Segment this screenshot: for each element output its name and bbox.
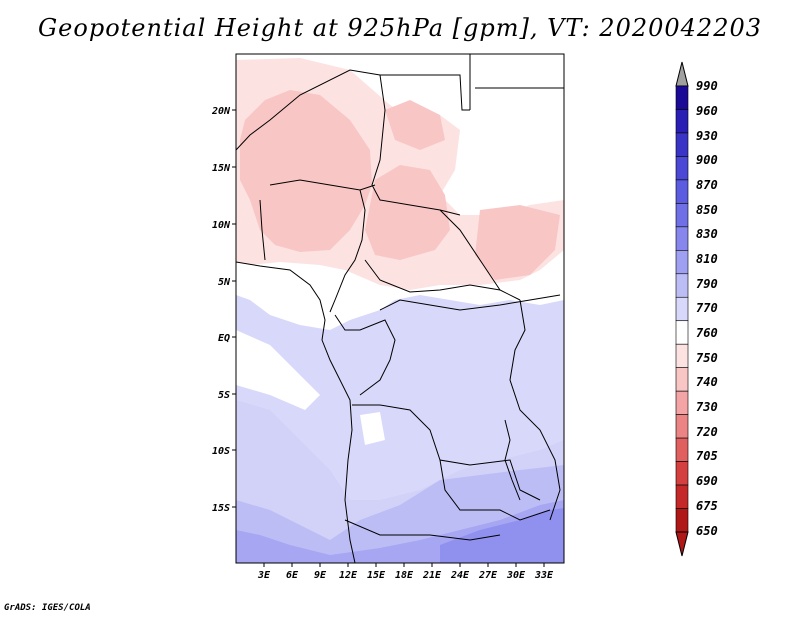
colorbar-box (675, 367, 689, 392)
lon-label: 6E (286, 570, 299, 581)
colorbar-label: 790 (696, 277, 718, 291)
colorbar: 990 960 930 900 870 850 830 810 790 770 … (675, 61, 718, 557)
colorbar-box (675, 484, 689, 509)
colorbar-box (675, 508, 689, 533)
colorbar-label: 690 (696, 474, 718, 488)
colorbar-label: 720 (696, 425, 718, 439)
contour-740-750-chad (365, 165, 450, 260)
border-chad-sudan (371, 74, 461, 216)
lat-label: 10N (212, 220, 231, 231)
border-zambia (439, 459, 551, 521)
lon-label: 27E (478, 570, 498, 581)
colorbar-box (675, 179, 689, 204)
colorbar-box (675, 250, 689, 275)
colorbar-bottom-arrow (675, 531, 689, 557)
colorbar-label: 990 (696, 79, 718, 93)
border-mali-niger (236, 69, 381, 151)
colorbar-box (675, 296, 689, 322)
colorbar-labels: 990 960 930 900 870 850 830 810 790 770 … (696, 79, 718, 538)
lat-label: 5N (218, 277, 231, 288)
border-nigeria-cameroon (329, 189, 366, 313)
colorbar-label: 750 (696, 351, 718, 365)
country-borders (236, 54, 564, 563)
coastline (236, 261, 356, 563)
border-drc-north (379, 294, 561, 311)
colorbar-top-arrow (675, 61, 689, 87)
lat-label: 20N (211, 106, 231, 117)
lon-label: 15E (367, 570, 386, 581)
border-misc-1 (259, 199, 266, 261)
contour-760-770-coast (236, 330, 320, 410)
colorbar-label: 760 (696, 326, 718, 340)
border-angola-south (344, 519, 501, 541)
colorbar-box (675, 273, 689, 298)
colorbar-box (675, 132, 689, 157)
lon-label: 18E (395, 570, 414, 581)
colorbar-box (675, 390, 689, 415)
lon-label: 33E (534, 570, 554, 581)
colorbar-box (675, 156, 689, 181)
colorbar-label: 960 (696, 104, 718, 118)
lon-label: 12E (339, 570, 358, 581)
colorbar-label: 705 (696, 449, 718, 463)
colorbar-box (675, 85, 689, 110)
colorbar-label: 730 (696, 400, 718, 414)
lon-label: 3E (257, 570, 271, 581)
lon-label: 9E (314, 570, 327, 581)
grads-credit: GrADS: IGES/COLA (4, 603, 91, 613)
lat-label: 10S (212, 446, 230, 457)
colorbar-box (675, 461, 689, 486)
contour-830-850 (440, 508, 564, 563)
colorbar-box (675, 343, 689, 368)
colorbar-label: 650 (696, 524, 718, 538)
contour-750-760-ne (475, 205, 560, 280)
border-libya-sudan (380, 74, 470, 111)
colorbar-label: 810 (696, 252, 718, 266)
colorbar-box (675, 226, 689, 251)
lon-label: 30E (506, 570, 526, 581)
colorbar-box (675, 437, 689, 462)
border-niger-nigeria (269, 179, 376, 191)
lat-label: 5S (218, 390, 230, 401)
colorbar-label: 870 (696, 178, 718, 192)
lon-label: 24E (450, 570, 470, 581)
border-car (364, 259, 501, 293)
colorbar-label: 850 (696, 203, 718, 217)
border-congo (334, 314, 396, 396)
colorbar-box (675, 320, 689, 345)
lat-label: 15N (212, 163, 231, 174)
colorbar-label: 900 (696, 153, 718, 167)
lat-label: EQ (218, 333, 230, 344)
colorbar-box (675, 109, 689, 134)
contour-760-770-gabon (360, 412, 385, 445)
colorbar-label: 675 (696, 499, 718, 513)
colorbar-label: 770 (696, 301, 718, 315)
contour-740-750-sudan (385, 100, 445, 150)
colorbar-box (675, 414, 689, 439)
border-east (509, 299, 561, 521)
colorbar-label: 830 (696, 227, 718, 241)
geopotential-field (236, 54, 564, 563)
colorbar-box (675, 203, 689, 228)
lat-label: 15S (212, 503, 230, 514)
colorbar-label: 740 (696, 375, 718, 389)
map-title: Geopotential Height at 925hPa [gpm], VT:… (38, 14, 762, 42)
contour-740-750-west (240, 90, 372, 252)
colorbar-boxes (675, 85, 689, 533)
latitude-axis: 20N 15N 10N 5N EQ 5S 10S 15S (211, 106, 236, 514)
colorbar-label: 930 (696, 129, 718, 143)
lon-label: 21E (422, 570, 442, 581)
border-sudan-south (439, 209, 521, 301)
map-frame (235, 53, 565, 564)
contour-760-770-north (380, 54, 564, 210)
border-lakes (504, 419, 521, 501)
longitude-axis: 3E 6E 9E 12E 15E 18E 21E 24E 27E 30E 33E (257, 563, 554, 581)
